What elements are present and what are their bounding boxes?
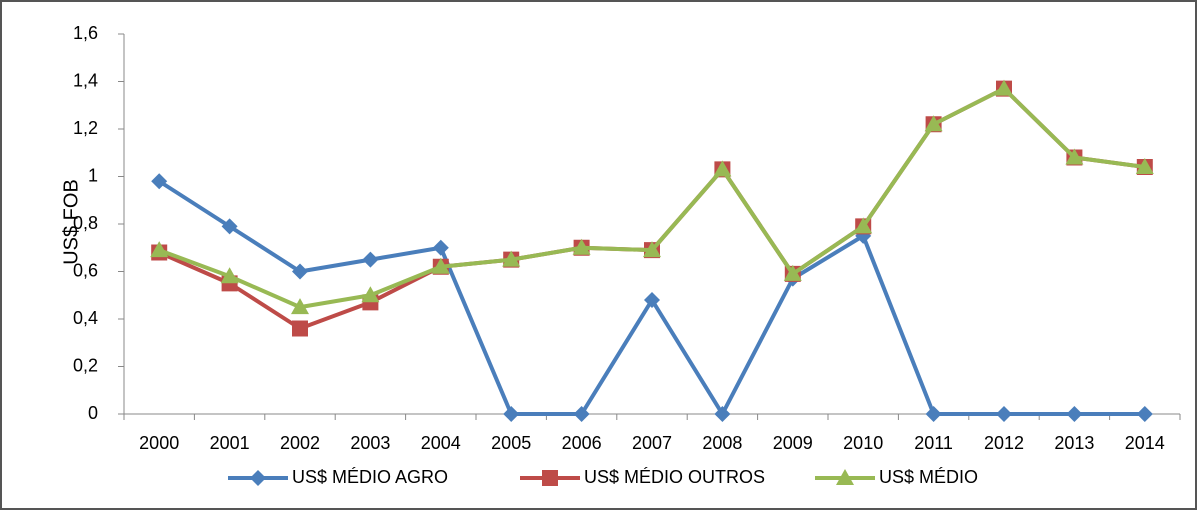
marker <box>783 264 802 281</box>
marker <box>151 173 168 190</box>
legend-label: US$ MÉDIO <box>879 467 978 487</box>
marker <box>573 406 590 422</box>
x-tick-label: 2014 <box>1125 433 1165 453</box>
x-tick-label: 2003 <box>350 433 390 453</box>
marker <box>836 469 854 485</box>
x-tick-label: 2000 <box>139 433 179 453</box>
marker <box>644 292 660 308</box>
x-tick-label: 2009 <box>773 433 813 453</box>
legend-label: US$ MÉDIO OUTROS <box>584 467 765 487</box>
y-tick-label: 1,6 <box>73 23 98 43</box>
marker <box>854 217 873 234</box>
y-tick-label: 0,2 <box>73 355 98 375</box>
marker <box>713 160 732 177</box>
marker <box>220 267 239 284</box>
y-tick-label: 1 <box>88 165 98 185</box>
x-tick-label: 2005 <box>491 433 531 453</box>
marker <box>221 218 238 235</box>
legend-label: US$ MÉDIO AGRO <box>292 467 448 487</box>
marker <box>291 298 309 315</box>
marker <box>925 406 942 422</box>
marker <box>924 115 943 132</box>
x-tick-label: 2010 <box>843 433 883 453</box>
marker <box>503 406 520 422</box>
marker <box>361 286 380 303</box>
marker <box>1135 158 1154 174</box>
marker <box>542 470 558 486</box>
x-tick-label: 2011 <box>914 433 953 453</box>
x-tick-label: 2007 <box>632 433 672 453</box>
y-tick-label: 0 <box>88 403 98 423</box>
x-tick-label: 2002 <box>280 433 320 453</box>
x-tick-label: 2013 <box>1054 433 1094 453</box>
x-tick-label: 2006 <box>562 433 602 453</box>
x-tick-label: 2012 <box>984 433 1024 453</box>
y-tick-label: 0,6 <box>73 260 98 280</box>
marker <box>572 238 591 255</box>
y-tick-label: 1,2 <box>73 118 98 138</box>
marker <box>996 406 1012 422</box>
marker <box>431 257 450 274</box>
y-tick-label: 0,8 <box>73 213 98 233</box>
x-tick-label: 2001 <box>210 433 250 453</box>
marker <box>362 251 379 268</box>
marker <box>432 239 449 256</box>
marker <box>150 241 169 258</box>
y-tick-label: 1,4 <box>73 70 98 90</box>
marker <box>714 406 731 422</box>
marker <box>995 79 1013 96</box>
marker <box>292 320 308 337</box>
marker <box>1136 406 1153 422</box>
marker <box>1066 406 1083 422</box>
marker <box>250 470 266 486</box>
marker <box>1065 148 1084 165</box>
marker <box>502 250 521 267</box>
y-tick-label: 0,4 <box>73 308 98 328</box>
marker <box>292 263 308 280</box>
marker <box>643 241 661 258</box>
x-tick-label: 2004 <box>421 433 461 453</box>
y-axis-label: US$ FOB <box>60 179 82 265</box>
x-tick-label: 2008 <box>702 433 742 453</box>
